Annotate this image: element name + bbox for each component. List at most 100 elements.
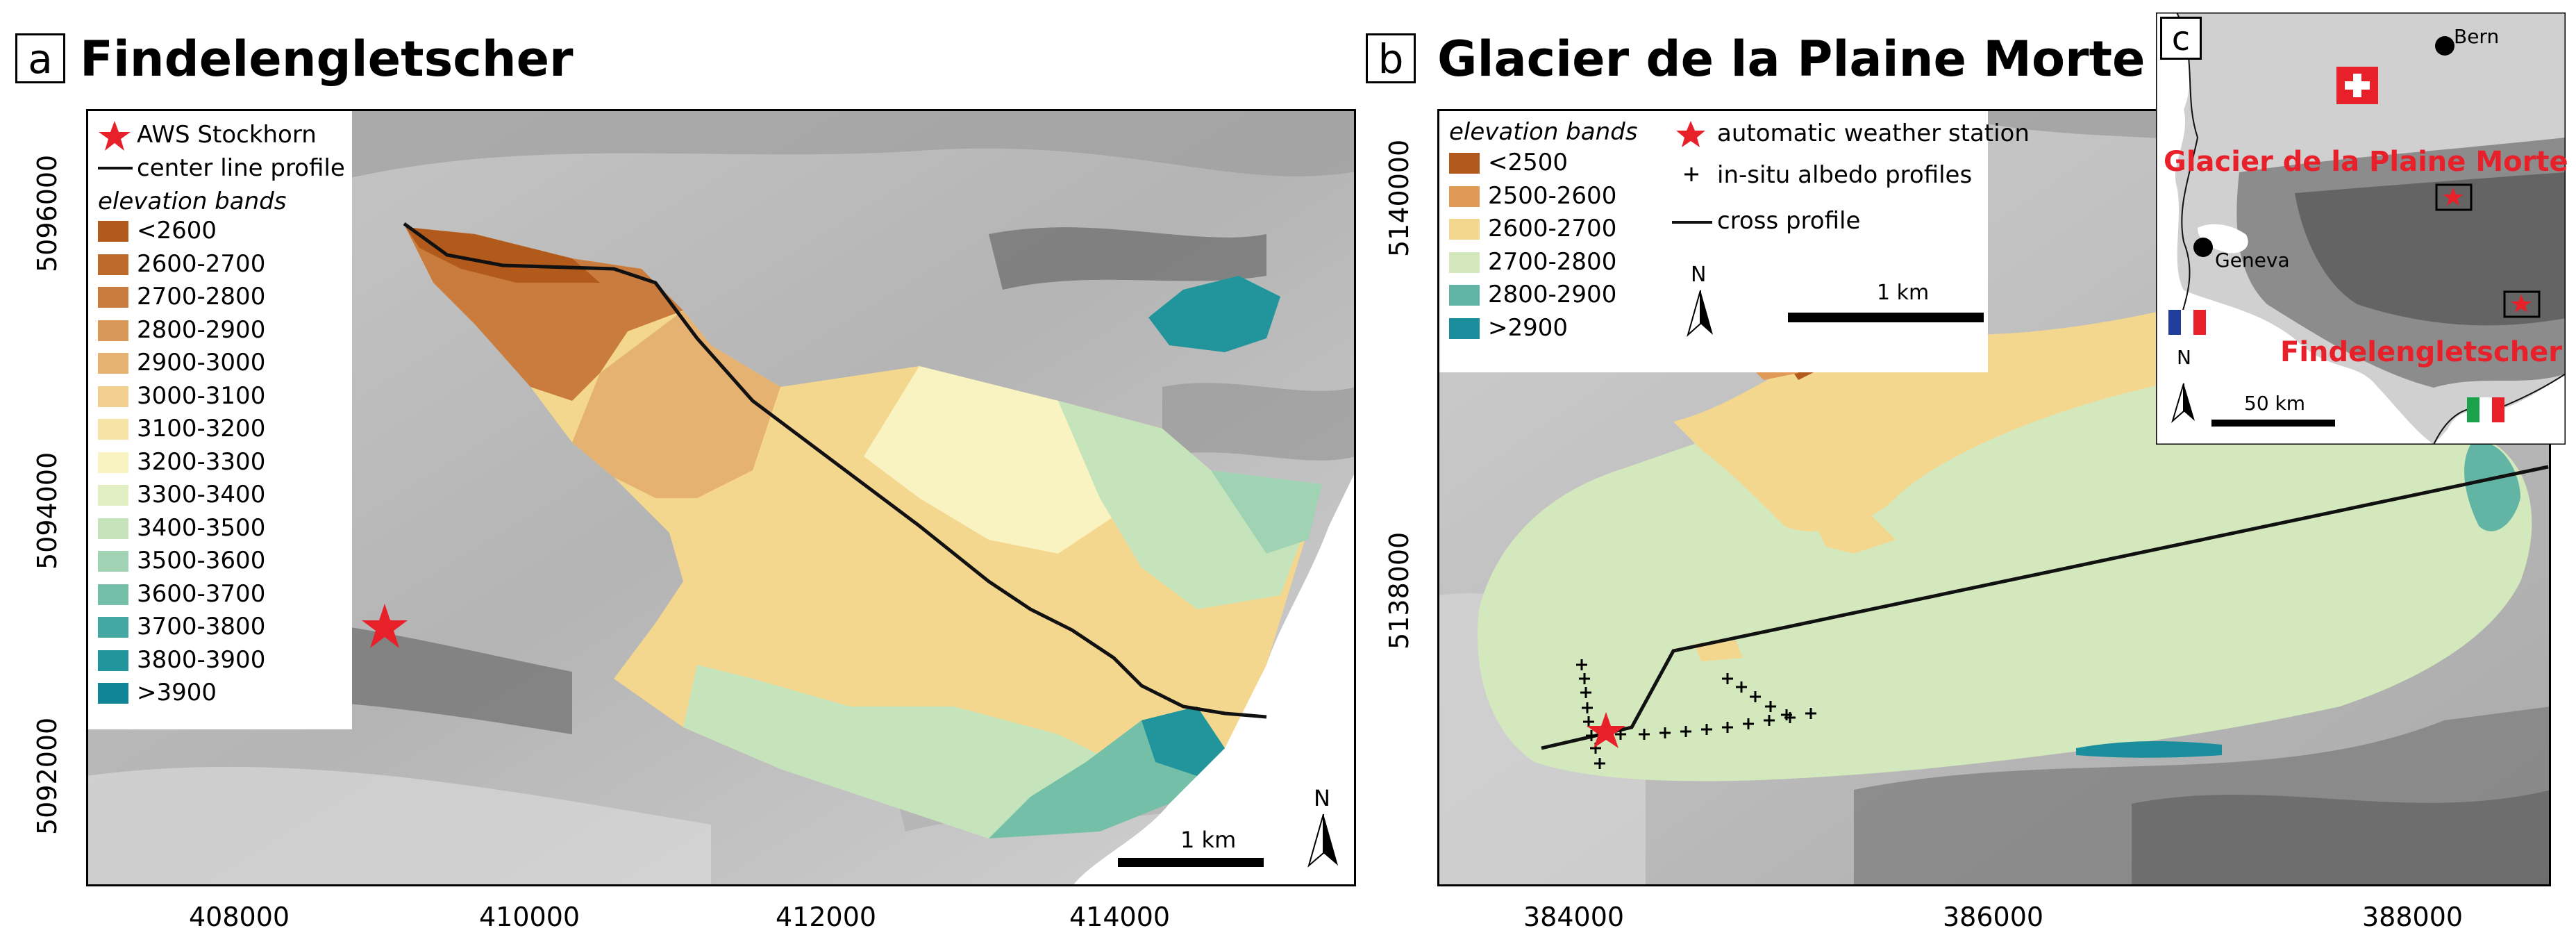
- a-ytick-1: 5096000: [32, 154, 62, 272]
- a-xtick-1: 408000: [189, 902, 290, 932]
- panel-a-legend: AWS Stockhorn center line profile elevat…: [88, 111, 352, 729]
- band-label-6: 3100-3200: [137, 415, 266, 443]
- b-xtick-2: 386000: [1943, 902, 2044, 932]
- plaine-morte-label: Glacier de la Plaine Morte: [2164, 146, 2568, 178]
- b-albedo-plus-icon: [1684, 167, 1698, 181]
- band-label-12: 3700-3800: [137, 613, 266, 640]
- band-label-14: >3900: [137, 679, 217, 706]
- band-swatch-14: [98, 683, 128, 704]
- panel-b-legend: elevation bands <2500 2500-2600 2600-2700 2…: [1439, 111, 2030, 372]
- b-scalebar-label: 1 km: [1877, 281, 1930, 305]
- aws-star-icon: [99, 121, 131, 151]
- findelen-locator: [2503, 290, 2541, 318]
- swiss-flag-icon: [2336, 67, 2378, 104]
- legend-aws-label: AWS Stockhorn: [137, 121, 317, 149]
- b-xtick-3: 388000: [2362, 902, 2464, 932]
- band-swatch-1: [98, 254, 128, 275]
- center-line-swatch: [98, 167, 133, 169]
- panel-b-title: Glacier de la Plaine Morte: [1437, 31, 2146, 88]
- band-label-5: 3000-3100: [137, 381, 266, 410]
- band-label-3: 2800-2900: [137, 315, 266, 344]
- b-north-arrow-icon: [1687, 290, 1713, 338]
- a-scalebar-label: 1 km: [1180, 827, 1237, 853]
- band-swatch-12: [98, 617, 128, 638]
- band-swatch-3: [98, 320, 128, 341]
- b-cross-profile-swatch: [1672, 221, 1712, 224]
- panel-b-letter: b: [1366, 33, 1416, 83]
- b-scalebar: [1788, 313, 1984, 322]
- c-scalebar-label: 50 km: [2244, 392, 2306, 415]
- b-legend-aws-label: automatic weather station: [1717, 119, 2030, 147]
- b-band-swatch-1: [1449, 185, 1480, 207]
- b-legend-bands-title: elevation bands: [1449, 118, 1638, 146]
- panel-a-letter: a: [15, 33, 65, 83]
- french-flag-icon: [2168, 310, 2206, 335]
- band-label-4: 2900-3000: [137, 349, 266, 377]
- band-swatch-9: [98, 518, 128, 539]
- a-ytick-2: 5094000: [32, 452, 62, 570]
- italian-flag-icon: [2467, 397, 2504, 422]
- band-swatch-0: [98, 221, 128, 242]
- a-north-label: N: [1314, 785, 1330, 811]
- band-swatch-8: [98, 485, 128, 506]
- plaine-morte-aws-marker: [1587, 712, 1625, 748]
- b-band-label-2: 2600-2700: [1488, 215, 1617, 242]
- b-xtick-1: 384000: [1523, 902, 1625, 932]
- b-band-swatch-3: [1449, 251, 1480, 273]
- a-ytick-3: 5092000: [32, 717, 62, 835]
- band-swatch-13: [98, 650, 128, 671]
- b-ytick-1: 5140000: [1384, 139, 1414, 257]
- panel-c-map: [2156, 13, 2566, 445]
- geneva-label: Geneva: [2215, 249, 2290, 272]
- panel-a-map: [86, 109, 1356, 886]
- a-xtick-4: 414000: [1069, 902, 1171, 932]
- a-north-arrow-icon: [1307, 813, 1338, 868]
- b-band-swatch-4: [1449, 285, 1480, 306]
- band-label-13: 3800-3900: [137, 645, 266, 674]
- band-label-9: 3400-3500: [137, 513, 266, 542]
- b-band-label-1: 2500-2600: [1488, 181, 1617, 210]
- b-aws-star-icon: [1676, 121, 1705, 147]
- band-swatch-6: [98, 419, 128, 440]
- c-north-arrow-icon: [2171, 383, 2195, 424]
- band-label-11: 3600-3700: [137, 579, 266, 608]
- bern-label: Bern: [2454, 25, 2500, 48]
- b-north-label: N: [1691, 263, 1707, 287]
- b-band-label-0: <2500: [1488, 149, 1569, 176]
- b-band-label-3: 2700-2800: [1488, 247, 1617, 276]
- band-label-7: 3200-3300: [137, 447, 266, 476]
- panel-c-letter: c: [2160, 17, 2202, 60]
- b-band-swatch-2: [1449, 219, 1480, 240]
- band-label-8: 3300-3400: [137, 481, 266, 508]
- legend-center-line-label: center line profile: [137, 154, 345, 182]
- legend-bands-title: elevation bands: [98, 188, 287, 215]
- b-band-label-4: 2800-2900: [1488, 281, 1617, 308]
- band-swatch-7: [98, 452, 128, 473]
- c-north-label: N: [2177, 346, 2191, 369]
- band-label-10: 3500-3600: [137, 547, 266, 574]
- b-ytick-2: 5138000: [1384, 531, 1414, 650]
- geneva-dot-icon: [2193, 238, 2213, 257]
- b-legend-cross-label: cross profile: [1717, 207, 1861, 235]
- c-scalebar: [2211, 420, 2335, 427]
- bern-dot-icon: [2435, 36, 2454, 56]
- plaine-morte-locator: [2435, 183, 2473, 211]
- band-swatch-2: [98, 287, 128, 308]
- band-label-2: 2700-2800: [137, 283, 266, 311]
- a-xtick-3: 412000: [776, 902, 877, 932]
- b-band-swatch-5: [1449, 317, 1480, 339]
- band-swatch-10: [98, 551, 128, 572]
- panel-a-title: Findelengletscher: [80, 31, 574, 88]
- band-label-1: 2600-2700: [137, 249, 266, 278]
- band-swatch-5: [98, 386, 128, 407]
- band-swatch-4: [98, 353, 128, 374]
- b-band-label-5: >2900: [1488, 313, 1569, 342]
- findelen-label: Findelengletscher: [2280, 336, 2563, 368]
- a-scalebar: [1118, 858, 1264, 867]
- aws-stockhorn-marker: [362, 604, 408, 648]
- b-legend-albedo-label: in-situ albedo profiles: [1717, 161, 1973, 189]
- band-label-0: <2600: [137, 217, 217, 245]
- b-band-swatch-0: [1449, 153, 1480, 174]
- band-swatch-11: [98, 584, 128, 605]
- a-xtick-2: 410000: [479, 902, 580, 932]
